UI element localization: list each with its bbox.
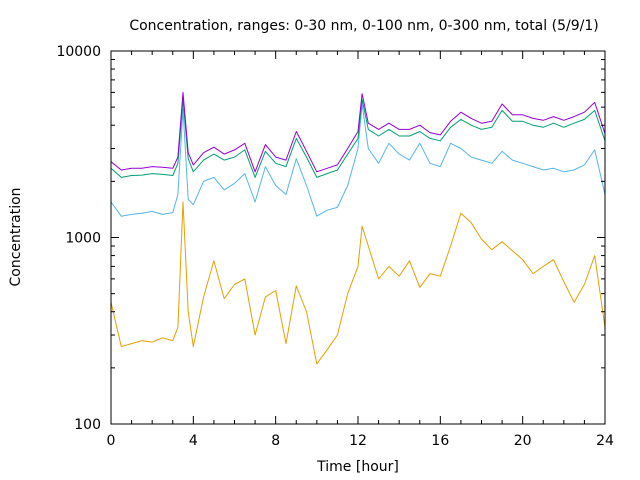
series-line-3 <box>110 98 606 178</box>
x-tick-label: 4 <box>189 433 198 449</box>
x-tick-label: 12 <box>349 433 367 449</box>
x-tick-label: 8 <box>271 433 280 449</box>
y-axis: 100 1000 10000 <box>56 44 605 433</box>
x-tick-label: 24 <box>596 433 614 449</box>
y-axis-label: Concentration <box>8 187 24 286</box>
x-tick-label: 20 <box>514 433 532 449</box>
chart-title: Concentration, ranges: 0-30 nm, 0-100 nm… <box>129 18 598 34</box>
x-axis-label: Time [hour] <box>316 459 399 475</box>
series-line-2 <box>110 103 606 217</box>
series-line-1 <box>110 201 606 365</box>
series-layer <box>110 91 606 365</box>
y-tick-label: 100 <box>74 417 101 433</box>
x-tick-label: 0 <box>107 433 116 449</box>
series-line-4 <box>110 91 606 173</box>
x-axis: 0 4 8 12 16 20 24 <box>107 51 614 449</box>
y-tick-label: 10000 <box>56 44 101 60</box>
y-tick-label: 1000 <box>65 231 101 247</box>
x-tick-label: 16 <box>431 433 449 449</box>
